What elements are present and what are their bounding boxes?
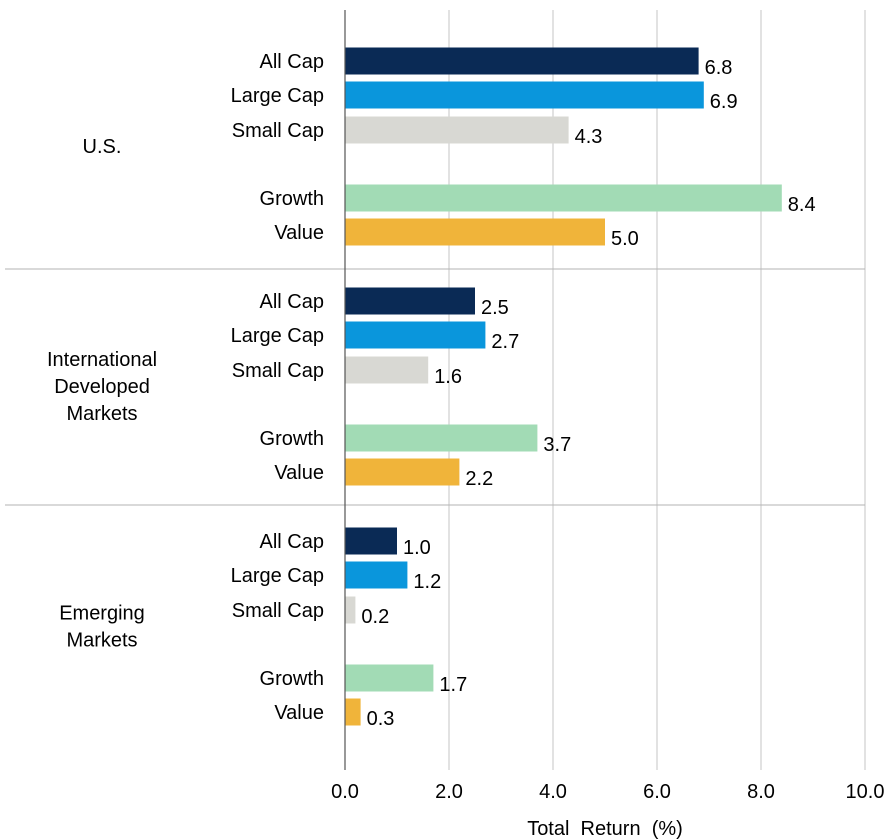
x-tick-label: 6.0 (643, 781, 671, 803)
category-label: Large Cap (231, 325, 324, 347)
category-labels: All Cap Large Cap Small Cap Growth Value All … (231, 51, 324, 724)
category-label: All Cap (260, 51, 324, 73)
data-label: 1.0 (403, 537, 431, 559)
group-label: International (47, 349, 157, 371)
bar (345, 184, 782, 212)
x-axis: 0.0 2.0 4.0 6.0 8.0 10.0 (331, 10, 884, 803)
bar (345, 424, 538, 452)
bar (345, 458, 460, 486)
category-label: Growth (260, 188, 324, 210)
group-label: Markets (66, 630, 137, 652)
bar (345, 527, 397, 555)
group-label: Developed (54, 376, 150, 398)
x-tick-label: 2.0 (435, 781, 463, 803)
bar (345, 218, 605, 246)
category-label: Growth (260, 668, 324, 690)
group-label: Emerging (59, 603, 145, 625)
x-tick-label: 8.0 (747, 781, 775, 803)
data-label: 2.5 (481, 297, 509, 319)
category-label: Growth (260, 428, 324, 450)
category-label: Value (274, 702, 324, 724)
bar (345, 698, 361, 726)
bar (345, 47, 699, 75)
data-label: 2.2 (465, 468, 493, 490)
category-label: Large Cap (231, 565, 324, 587)
x-tick-label: 10.0 (846, 781, 885, 803)
category-label: Small Cap (232, 600, 324, 622)
category-label: Small Cap (232, 120, 324, 142)
data-label: 0.3 (367, 708, 395, 730)
bar (345, 81, 704, 109)
bar (345, 287, 475, 315)
bar (345, 596, 356, 624)
category-label: All Cap (260, 291, 324, 313)
x-tick-label: 0.0 (331, 781, 359, 803)
data-label: 8.4 (788, 194, 816, 216)
bars (345, 47, 782, 726)
value-labels: 6.8 6.9 4.3 8.4 5.0 2.5 2.7 1.6 3.7 2.2 1.0 1.2 0.2 1… (361, 57, 815, 730)
category-label: Value (274, 222, 324, 244)
group-label: U.S. (83, 136, 122, 158)
x-axis-title: Total Return (%) (527, 818, 683, 840)
data-label: 1.6 (434, 366, 462, 388)
bar (345, 116, 569, 144)
x-tick-label: 4.0 (539, 781, 567, 803)
data-label: 4.3 (575, 126, 603, 148)
data-label: 2.7 (491, 331, 519, 353)
category-label: Large Cap (231, 85, 324, 107)
group-labels: U.S. International Developed Markets Emergin… (47, 136, 157, 652)
bar (345, 664, 434, 692)
category-label: Small Cap (232, 360, 324, 382)
bar (345, 356, 429, 384)
data-label: 1.2 (413, 571, 441, 593)
data-label: 5.0 (611, 228, 639, 250)
bar (345, 561, 408, 589)
data-label: 1.7 (439, 674, 467, 696)
category-label: Value (274, 462, 324, 484)
bar (345, 321, 486, 349)
category-label: All Cap (260, 531, 324, 553)
group-separators (5, 268, 865, 506)
data-label: 6.8 (705, 57, 733, 79)
group-label: Markets (66, 403, 137, 425)
data-label: 0.2 (361, 606, 389, 628)
data-label: 6.9 (710, 91, 738, 113)
data-label: 3.7 (543, 434, 571, 456)
